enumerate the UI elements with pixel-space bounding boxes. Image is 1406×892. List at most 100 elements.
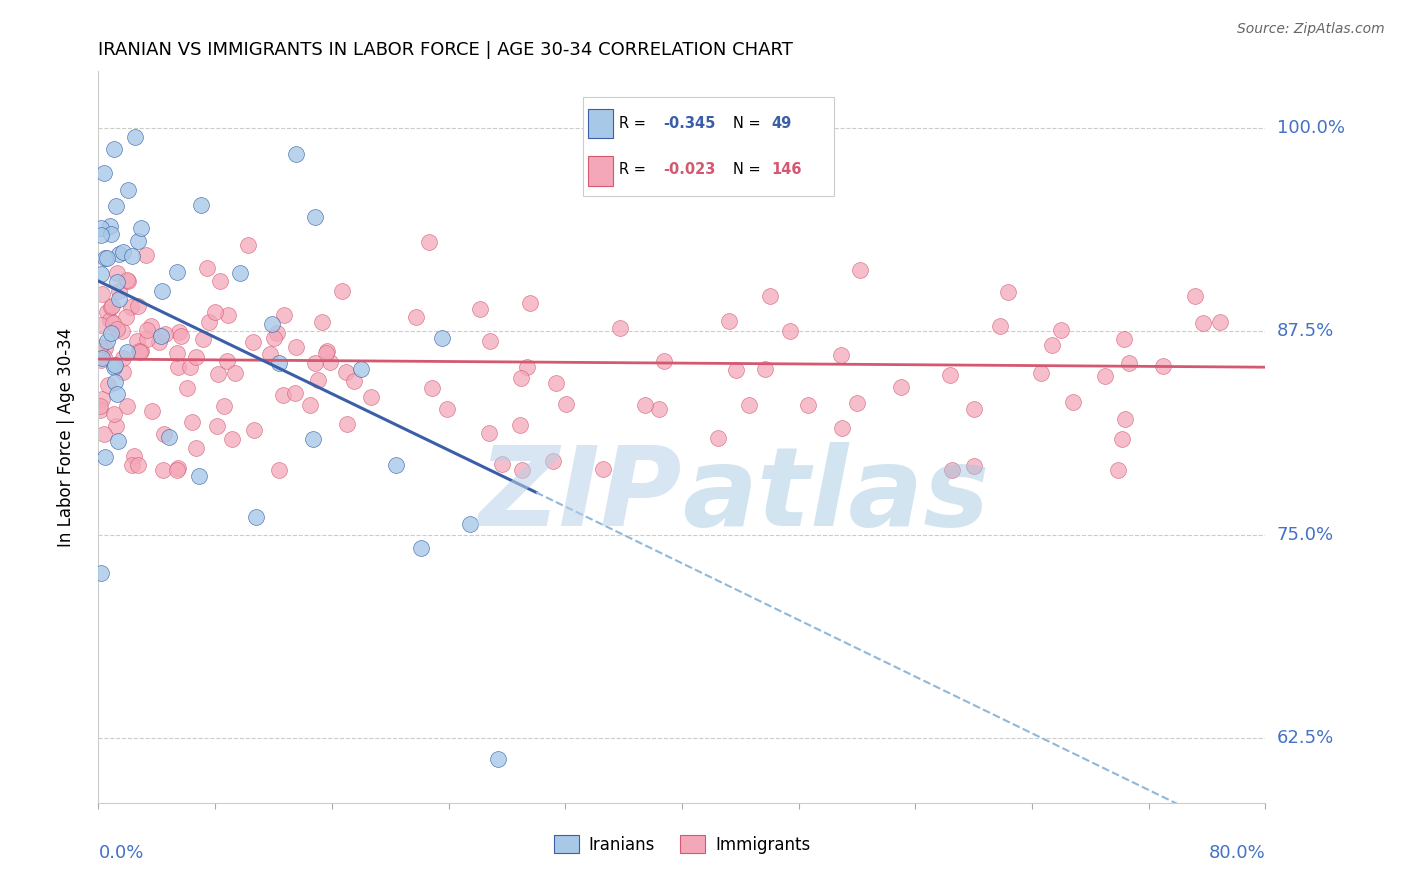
Point (166, 462, 188, 476)
Point (738, 398, 761, 412)
Point (592, 461, 614, 475)
Point (555, 397, 578, 411)
Point (491, 457, 513, 471)
Point (121, 458, 143, 473)
Point (779, 324, 801, 338)
Point (107, 247, 129, 261)
Point (101, 299, 124, 313)
Point (988, 319, 1011, 334)
Point (91, 392, 114, 406)
Point (94, 251, 117, 265)
Point (90, 268, 112, 282)
Point (107, 285, 129, 299)
Point (207, 418, 229, 433)
Point (259, 346, 281, 360)
Point (707, 431, 730, 445)
Point (245, 510, 267, 524)
Point (1152, 359, 1174, 373)
Text: atlas: atlas (682, 442, 990, 549)
Point (509, 371, 531, 385)
Point (198, 314, 221, 328)
Point (890, 380, 912, 394)
Point (90, 227, 112, 242)
Point (647, 402, 669, 417)
Point (304, 356, 326, 370)
Point (285, 340, 308, 354)
Point (830, 348, 852, 362)
Point (519, 295, 541, 310)
Text: 87.5%: 87.5% (1277, 322, 1334, 341)
Point (101, 316, 124, 330)
Point (90, 566, 112, 581)
Point (103, 142, 125, 156)
Point (155, 327, 177, 342)
Point (96, 305, 118, 319)
Point (105, 266, 128, 280)
Point (298, 399, 321, 413)
Point (343, 375, 366, 389)
Point (93, 426, 115, 441)
Point (1094, 368, 1116, 383)
Point (284, 386, 307, 401)
Text: 80.0%: 80.0% (1209, 845, 1265, 863)
Point (1111, 432, 1133, 446)
Legend: Iranians, Immigrants: Iranians, Immigrants (547, 829, 817, 860)
Point (96, 251, 118, 265)
Point (510, 462, 533, 476)
Point (103, 360, 125, 375)
Point (166, 346, 188, 360)
Point (141, 403, 163, 417)
Point (335, 365, 357, 379)
Point (93, 350, 115, 364)
Point (150, 284, 173, 298)
Point (430, 331, 453, 345)
Point (152, 426, 174, 441)
Point (117, 345, 139, 359)
Point (336, 417, 359, 432)
Point (111, 245, 134, 260)
Point (963, 401, 986, 416)
Point (124, 129, 146, 144)
Point (411, 541, 433, 555)
Point (273, 309, 295, 323)
Point (754, 362, 776, 376)
Point (541, 454, 564, 468)
Point (797, 398, 820, 412)
Text: 0.0%: 0.0% (98, 845, 143, 863)
Point (127, 299, 149, 313)
Text: Source: ZipAtlas.com: Source: ZipAtlas.com (1237, 22, 1385, 37)
Point (110, 324, 132, 338)
Point (509, 417, 531, 432)
Point (136, 323, 159, 337)
Point (117, 184, 139, 198)
Point (104, 375, 127, 389)
Point (217, 308, 239, 322)
Point (316, 343, 339, 358)
Point (1114, 412, 1136, 426)
Text: ZIP: ZIP (478, 442, 682, 549)
Point (997, 285, 1019, 299)
Point (120, 301, 142, 315)
Point (170, 328, 193, 343)
Point (108, 292, 131, 306)
Point (96, 334, 118, 349)
Point (360, 390, 382, 404)
Point (135, 332, 157, 346)
Point (315, 346, 337, 360)
Point (179, 359, 201, 374)
Y-axis label: In Labor Force | Age 30-34: In Labor Force | Age 30-34 (56, 327, 75, 547)
Point (458, 517, 481, 532)
Point (100, 326, 122, 341)
Point (486, 751, 509, 765)
Point (94, 341, 117, 355)
Point (609, 320, 631, 334)
Point (93, 166, 115, 180)
Point (209, 274, 232, 288)
Point (304, 210, 326, 224)
Point (122, 449, 145, 463)
Point (243, 424, 266, 438)
Point (169, 325, 191, 339)
Point (422, 381, 444, 395)
Point (478, 425, 501, 440)
Point (217, 354, 239, 368)
